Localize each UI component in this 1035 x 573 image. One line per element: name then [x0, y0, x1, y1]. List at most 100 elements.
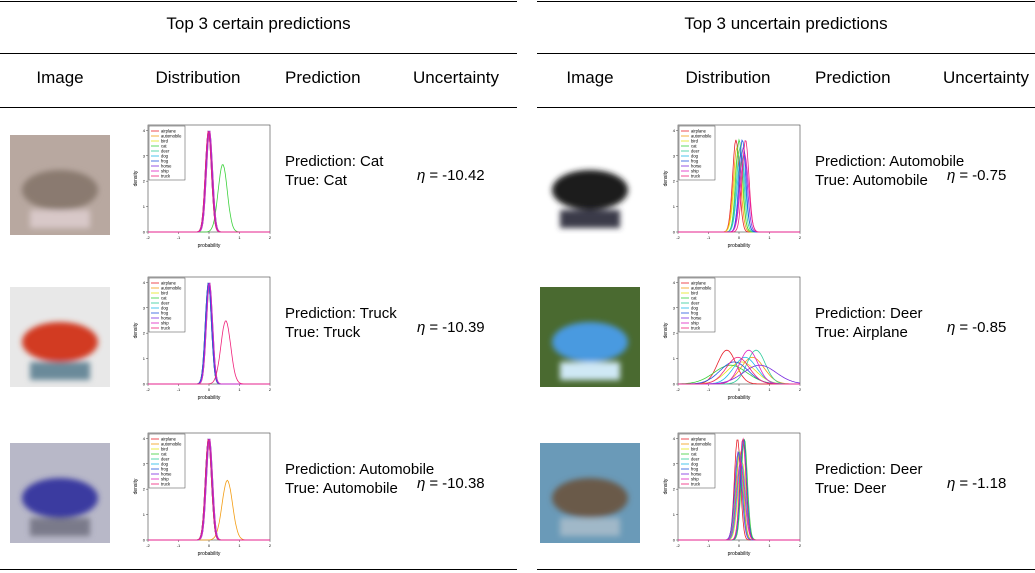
- legend-label: airplane: [691, 437, 707, 442]
- column-header: Distribution: [685, 68, 771, 87]
- x-tick-label: 2: [269, 543, 272, 548]
- uncertainty-cell: η = -1.18: [947, 475, 1006, 492]
- prediction-line: Prediction: Automobile: [815, 153, 965, 170]
- uncertainty-relation: =: [429, 319, 439, 336]
- density-curve: [678, 140, 800, 233]
- density-curve: [678, 364, 800, 385]
- legend-label: cat: [691, 452, 697, 457]
- prediction-cell: Prediction: Deer True: Deer: [815, 460, 923, 498]
- legend-label: airplane: [161, 281, 177, 286]
- y-axis-label: density: [663, 170, 669, 186]
- y-axis-label: density: [663, 322, 669, 338]
- prediction-cell: Prediction: Cat True: Cat: [285, 152, 383, 190]
- y-tick-label: 3: [673, 461, 676, 466]
- header-bottom-rule: [537, 107, 1035, 108]
- legend-label: ship: [691, 169, 699, 174]
- detail: [30, 362, 90, 380]
- subject: [552, 478, 628, 518]
- legend-label: automobile: [691, 286, 712, 291]
- y-tick-label: 1: [673, 356, 676, 361]
- subject: [552, 322, 628, 362]
- detail: [30, 210, 90, 228]
- legend-label: frog: [691, 467, 699, 472]
- legend-label: dog: [691, 154, 699, 159]
- legend-label: cat: [161, 452, 167, 457]
- image-content: [552, 478, 628, 536]
- y-tick-label: 4: [143, 436, 146, 441]
- x-tick-label: -2: [146, 543, 150, 548]
- legend-label: frog: [161, 467, 169, 472]
- legend-label: automobile: [161, 442, 182, 447]
- y-tick-label: 3: [143, 305, 146, 310]
- legend-label: bird: [161, 139, 169, 144]
- uncertainty-relation: =: [959, 167, 969, 184]
- legend-label: dog: [691, 306, 699, 311]
- bottom-rule: [0, 569, 517, 570]
- sample-image: [540, 443, 640, 543]
- x-tick-label: 1: [238, 235, 241, 240]
- y-tick-label: 4: [673, 280, 676, 285]
- legend-label: bird: [691, 291, 699, 296]
- header-bottom-rule: [0, 107, 517, 108]
- top-rule: [0, 1, 517, 2]
- uncertainty-value: -0.75: [972, 167, 1007, 184]
- image-content: [22, 322, 98, 380]
- x-axis-label: probability: [728, 551, 751, 557]
- legend-label: cat: [161, 144, 167, 149]
- x-tick-label: 1: [768, 387, 771, 392]
- detail: [30, 518, 90, 536]
- x-tick-label: -1: [707, 543, 711, 548]
- legend-label: automobile: [691, 134, 712, 139]
- legend-label: deer: [161, 301, 170, 306]
- x-axis-label: probability: [198, 395, 221, 401]
- uncertainty-cell: η = -10.42: [417, 167, 485, 184]
- bottom-rule: [537, 569, 1035, 570]
- uncertainty-cell: η = -0.85: [947, 319, 1006, 336]
- distribution-plot: -2 -1 0 1 2 0 1 2 3 4 probability density airplaneau…: [663, 432, 802, 557]
- legend-label: truck: [691, 482, 701, 487]
- y-tick-label: 1: [143, 356, 146, 361]
- prediction-line: Prediction: Deer: [815, 461, 923, 478]
- y-axis-label: density: [133, 322, 139, 338]
- y-tick-label: 1: [143, 204, 146, 209]
- uncertainty-symbol: η: [417, 319, 426, 336]
- legend-label: ship: [691, 477, 699, 482]
- legend-label: horse: [161, 472, 172, 477]
- y-tick-label: 0: [673, 538, 676, 543]
- density-curve: [678, 349, 800, 385]
- distribution-plot: -2 -1 0 1 2 0 1 2 3 4 probability density airplaneau…: [663, 124, 802, 249]
- x-axis-label: probability: [728, 395, 751, 401]
- prediction-line: Prediction: Deer: [815, 305, 923, 322]
- legend-label: airplane: [691, 281, 707, 286]
- x-tick-label: 0: [738, 235, 741, 240]
- y-tick-label: 4: [143, 128, 146, 133]
- column-header: Uncertainty: [943, 68, 1029, 87]
- legend-label: automobile: [161, 286, 182, 291]
- density-curve: [678, 437, 800, 541]
- prediction-line: Prediction: Truck: [285, 305, 397, 322]
- uncertainty-symbol: η: [947, 475, 956, 492]
- legend-label: truck: [161, 482, 171, 487]
- y-tick-label: 3: [143, 461, 146, 466]
- legend-label: cat: [691, 144, 697, 149]
- uncertainty-value: -1.18: [972, 475, 1007, 492]
- y-tick-label: 1: [673, 204, 676, 209]
- density-curve: [148, 130, 270, 233]
- legend-label: automobile: [691, 442, 712, 447]
- subject: [22, 478, 98, 518]
- distribution-plot: -2 -1 0 1 2 0 1 2 3 4 probability density airplaneau…: [133, 124, 272, 249]
- prediction-cell: Prediction: Automobile True: Automobile: [815, 152, 964, 190]
- distribution-plot: -2 -1 0 1 2 0 1 2 3 4 probability density airplaneau…: [133, 432, 272, 557]
- legend-label: bird: [161, 447, 169, 452]
- density-curve: [678, 349, 800, 385]
- x-tick-label: 2: [799, 387, 802, 392]
- legend-label: airplane: [691, 129, 707, 134]
- legend-label: ship: [691, 321, 699, 326]
- subject: [22, 322, 98, 362]
- density-curve: [678, 356, 800, 385]
- y-tick-label: 3: [143, 153, 146, 158]
- uncertainty-value: -10.39: [442, 319, 485, 336]
- header-rule: [537, 53, 1035, 54]
- y-tick-label: 0: [143, 382, 146, 387]
